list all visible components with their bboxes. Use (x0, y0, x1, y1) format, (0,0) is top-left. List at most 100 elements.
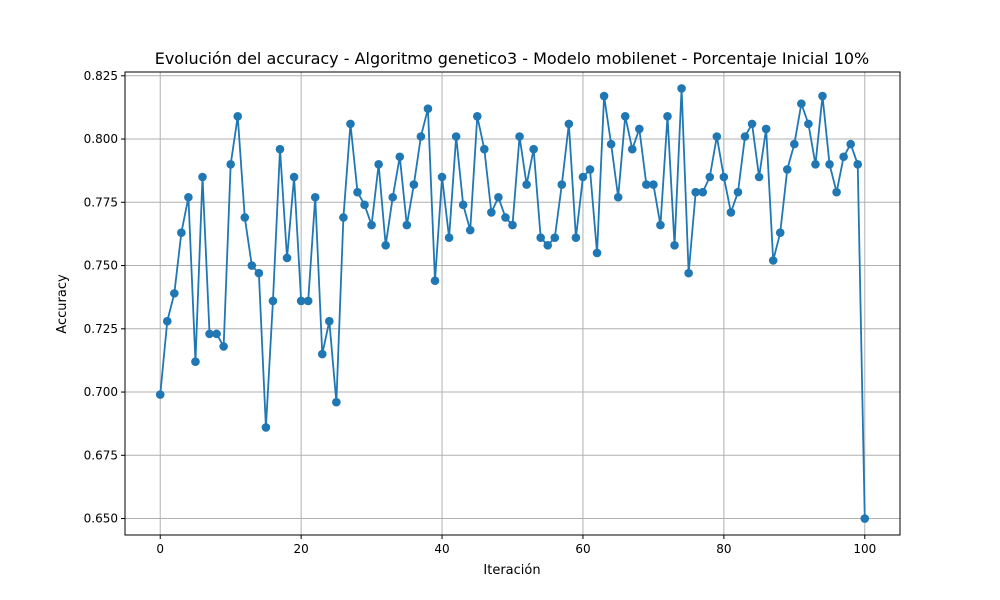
data-point (529, 144, 538, 154)
data-point (635, 124, 644, 134)
data-point (557, 180, 567, 189)
x-tick-label: 40 (434, 542, 449, 556)
data-point (310, 192, 320, 202)
y-tick-label: 0.750 (84, 259, 118, 273)
data-point (155, 390, 165, 399)
data-point (402, 220, 412, 230)
data-point (712, 132, 722, 141)
y-axis-label: Accuracy (55, 274, 70, 334)
data-point (627, 144, 637, 154)
y-tick-label: 0.675 (84, 448, 118, 462)
data-point (719, 172, 729, 182)
data-point (522, 180, 531, 189)
data-point (670, 241, 679, 250)
data-point (282, 253, 292, 263)
data-point (268, 296, 278, 306)
data-point (177, 228, 186, 237)
data-point (642, 180, 651, 189)
data-point (691, 187, 700, 197)
data-point (571, 233, 581, 243)
data-point (205, 329, 214, 339)
data-point (198, 172, 207, 182)
data-point (768, 256, 778, 265)
data-point (656, 220, 665, 230)
data-point (381, 241, 390, 250)
data-point (184, 192, 193, 202)
x-tick-label: 0 (156, 542, 164, 556)
y-tick-label: 0.775 (84, 195, 118, 209)
data-point (747, 119, 757, 129)
data-point (761, 124, 771, 134)
data-point (339, 213, 348, 222)
data-point (395, 152, 405, 162)
data-point (289, 172, 299, 182)
data-point (353, 187, 362, 197)
data-point (233, 111, 243, 121)
data-point (705, 172, 715, 182)
y-tick-label: 0.650 (84, 512, 118, 526)
data-point (698, 187, 708, 197)
data-point (501, 213, 510, 222)
data-point (458, 200, 468, 210)
data-point (782, 165, 792, 174)
data-point (374, 160, 383, 169)
data-point (613, 192, 623, 202)
data-point (212, 329, 221, 339)
data-point (472, 111, 482, 121)
data-point (508, 220, 517, 230)
data-point (240, 213, 250, 222)
data-point (733, 187, 743, 197)
data-point (599, 91, 609, 101)
data-point (775, 228, 785, 237)
data-point (592, 248, 602, 258)
x-tick-label: 80 (716, 542, 731, 556)
data-point (818, 91, 827, 101)
data-point (191, 357, 200, 366)
data-point (790, 139, 799, 149)
data-point (487, 208, 496, 217)
data-point (303, 296, 313, 306)
data-point (170, 289, 179, 298)
data-point (832, 187, 841, 197)
data-point (740, 132, 750, 141)
axis-ticks: 0 20 40 60 80 100 0.650 0.675 0.700 0.725 0.750 0.7… (84, 69, 877, 556)
plot-frame (124, 71, 901, 536)
data-point (247, 261, 257, 270)
data-point (332, 397, 341, 407)
data-point (797, 99, 806, 108)
x-tick-label: 60 (575, 542, 590, 556)
x-axis-label: Iteración (483, 563, 540, 578)
data-point (515, 132, 524, 141)
y-tick-label: 0.800 (84, 132, 118, 146)
data-point (585, 165, 595, 174)
data-point (388, 192, 398, 202)
data-point (754, 172, 764, 182)
data-point (162, 316, 172, 326)
data-point (726, 208, 736, 217)
x-tick-label: 20 (293, 542, 308, 556)
data-point (578, 172, 588, 182)
data-point (444, 233, 454, 243)
data-point (677, 84, 686, 93)
data-point (254, 268, 264, 278)
data-point (564, 119, 574, 129)
data-point (317, 349, 327, 359)
data-point (649, 180, 658, 189)
data-point (416, 132, 426, 141)
data-point (663, 111, 672, 121)
data-point (606, 139, 616, 149)
data-point (219, 342, 228, 351)
data-point (684, 268, 693, 278)
data-point (536, 233, 545, 243)
data-point (367, 220, 376, 230)
data-point (860, 514, 870, 523)
chart-title: Evolución del accuracy - Algoritmo genet… (155, 49, 870, 68)
data-point (480, 144, 489, 154)
data-point (494, 192, 503, 202)
data-point (423, 104, 433, 113)
data-point (853, 160, 863, 169)
data-point (839, 152, 848, 162)
data-point (409, 180, 419, 189)
data-point (846, 139, 855, 149)
